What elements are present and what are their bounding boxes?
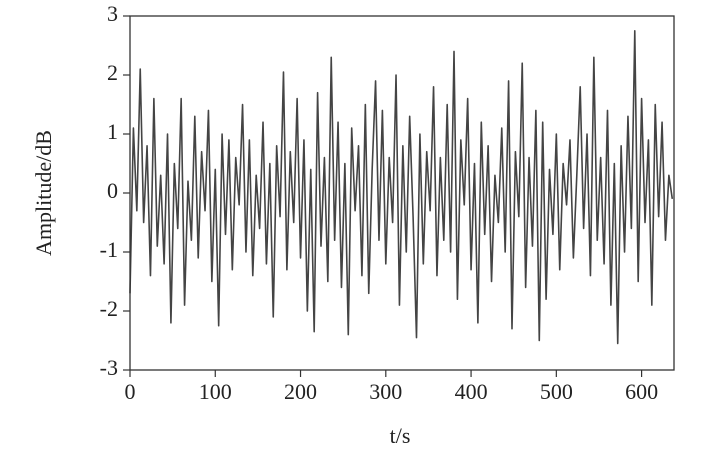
y-tick-label: -1 (100, 237, 118, 262)
y-tick-label: 3 (107, 1, 118, 26)
x-tick-label: 400 (455, 379, 488, 404)
y-axis-label: Amplitude/dB (31, 130, 56, 256)
y-tick-label: 0 (107, 178, 118, 203)
data-line (129, 29, 674, 345)
x-tick-label: 100 (199, 379, 232, 404)
x-tick-label: 200 (284, 379, 317, 404)
x-tick-label: 0 (125, 379, 136, 404)
x-tick-label: 300 (369, 379, 402, 404)
x-tick-label: 600 (625, 379, 658, 404)
y-tick-label: 2 (107, 60, 118, 85)
y-tick-label: 1 (107, 119, 118, 144)
x-axis-label: t/s (390, 423, 411, 448)
x-tick-label: 500 (540, 379, 573, 404)
plot-frame (129, 15, 675, 371)
y-tick-label: -2 (100, 296, 118, 321)
y-tick-label: -3 (100, 355, 118, 380)
